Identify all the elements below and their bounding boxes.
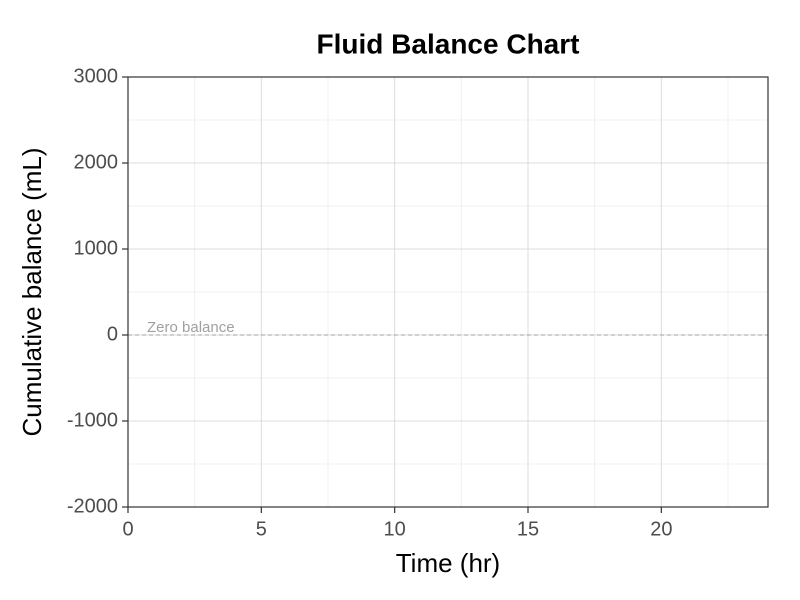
- y-tick-label: -2000: [67, 495, 118, 517]
- y-tick-label: 1000: [74, 237, 119, 259]
- x-tick-label: 5: [256, 518, 267, 540]
- y-tick-label: -1000: [67, 409, 118, 431]
- y-tick-label: 0: [107, 323, 118, 345]
- y-axis-label: Cumulative balance (mL): [17, 147, 47, 436]
- x-axis-label: Time (hr): [396, 548, 500, 578]
- reference-label: Zero balance: [147, 319, 235, 336]
- panel-border: [127, 76, 769, 508]
- x-tick-label: 20: [650, 518, 672, 540]
- chart-title: Fluid Balance Chart: [317, 28, 580, 59]
- x-tick-label: 0: [122, 518, 133, 540]
- x-tick-label: 10: [384, 518, 406, 540]
- y-tick-label: 3000: [74, 65, 119, 87]
- y-tick-label: 2000: [74, 151, 119, 173]
- x-tick-label: 15: [517, 518, 539, 540]
